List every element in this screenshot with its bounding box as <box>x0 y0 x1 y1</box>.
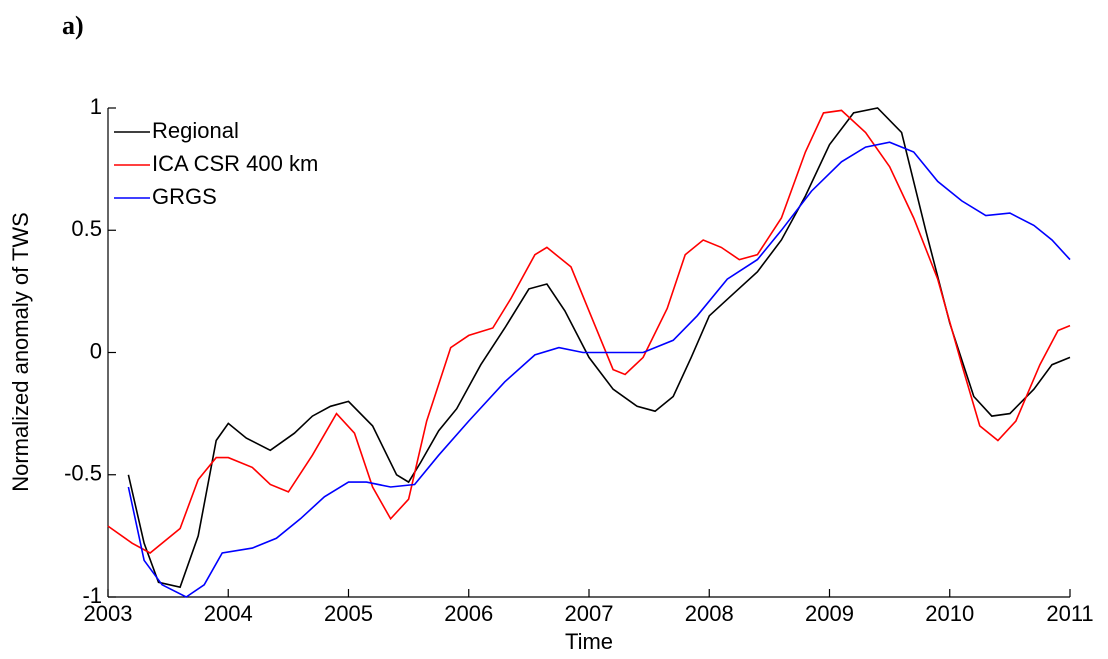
legend-label: ICA CSR 400 km <box>152 151 318 176</box>
x-tick-label: 2009 <box>805 601 854 626</box>
x-axis-label: Time <box>565 629 613 654</box>
legend-label: Regional <box>152 118 239 143</box>
x-tick-label: 2007 <box>565 601 614 626</box>
x-tick-label: 2004 <box>204 601 253 626</box>
legend-label: GRGS <box>152 184 217 209</box>
y-tick-label: 1 <box>90 94 102 119</box>
series-line <box>107 109 1071 554</box>
panel-label: a) <box>62 11 84 40</box>
y-tick-label: 0.5 <box>71 216 102 241</box>
y-axis-label: Normalized anomaly of TWS <box>8 212 33 492</box>
series-line <box>127 141 1071 598</box>
y-tick-label: 0 <box>90 338 102 363</box>
x-tick-label: 2003 <box>84 601 133 626</box>
y-tick-label: -0.5 <box>64 461 102 486</box>
series-line <box>127 107 1071 589</box>
y-tick-label: -1 <box>82 583 102 608</box>
x-tick-label: 2010 <box>925 601 974 626</box>
x-tick-label: 2006 <box>444 601 493 626</box>
x-tick-label: 2005 <box>324 601 373 626</box>
x-tick-label: 2008 <box>685 601 734 626</box>
x-tick-label: 2011 <box>1046 601 1093 626</box>
